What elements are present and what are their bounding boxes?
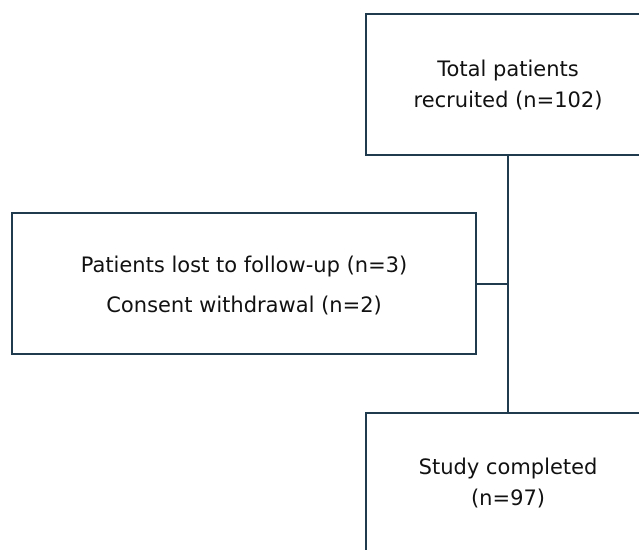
- node-label: (n=97): [471, 486, 545, 510]
- node-label: Consent withdrawal (n=2): [106, 293, 382, 317]
- node-box: [365, 412, 639, 550]
- node-label: recruited (n=102): [414, 88, 603, 112]
- node-label: Study completed: [419, 455, 598, 479]
- node-label: Patients lost to follow-up (n=3): [81, 253, 408, 277]
- node-box: [11, 212, 477, 355]
- node-label: Total patients: [436, 57, 578, 81]
- node-box: [365, 13, 639, 156]
